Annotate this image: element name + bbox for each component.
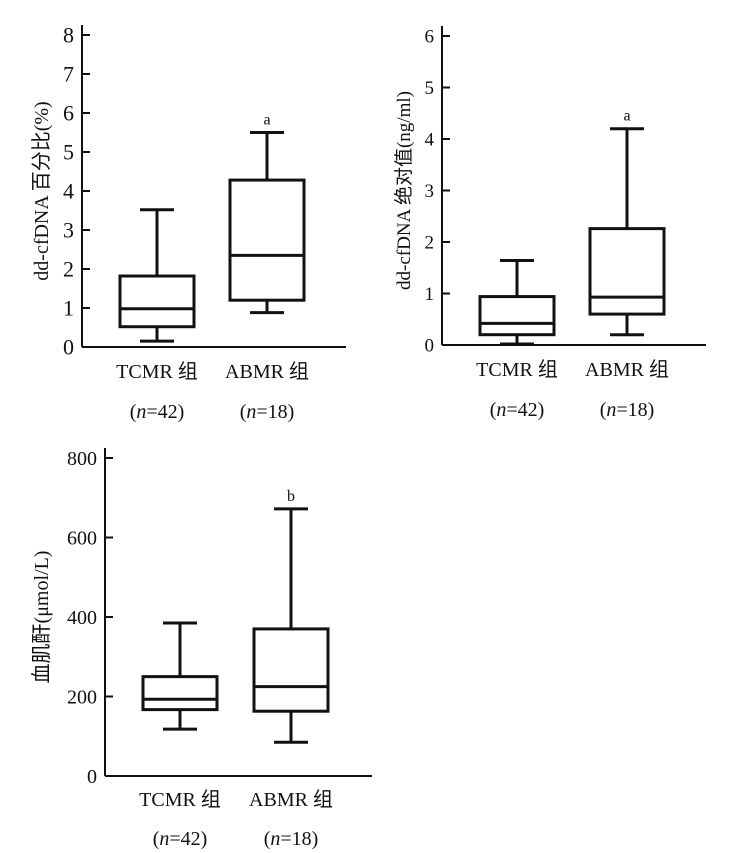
y-tick-label: 0	[87, 766, 97, 788]
y-tick-label: 0	[63, 335, 74, 360]
category-sublabel: (n=18)	[600, 399, 655, 421]
significance-annotation: b	[287, 488, 295, 505]
significance-annotation: a	[263, 112, 270, 129]
y-axis-label: 血肌酐(μmol/L)	[30, 551, 53, 684]
category-sublabel: (n=18)	[240, 401, 295, 423]
iqr-box	[118, 274, 196, 329]
y-tick-label: 400	[67, 607, 97, 629]
y-tick-label: 2	[63, 257, 74, 282]
y-tick-label: 6	[63, 101, 74, 126]
category-sublabel: (n=42)	[153, 828, 208, 850]
y-tick-label: 4	[425, 130, 435, 151]
y-tick-label: 800	[67, 448, 97, 470]
iqr-box	[588, 227, 666, 316]
y-tick-label: 0	[425, 336, 435, 357]
y-tick-label: 5	[425, 78, 435, 99]
significance-annotation: a	[623, 108, 630, 125]
category-label: ABMR 组	[585, 358, 669, 381]
category-sublabel: (n=18)	[264, 828, 319, 850]
iqr-box	[252, 627, 330, 713]
iqr-box	[478, 295, 556, 337]
y-tick-label: 600	[67, 528, 97, 550]
y-tick-label: 2	[425, 233, 435, 254]
y-tick-label: 200	[67, 687, 97, 709]
category-label: ABMR 组	[225, 360, 309, 383]
y-tick-label: 6	[425, 27, 435, 48]
iqr-box	[228, 178, 306, 302]
y-tick-label: 1	[425, 284, 435, 305]
y-tick-label: 3	[425, 181, 435, 202]
iqr-box	[141, 675, 219, 712]
y-axis-label: dd-cfDNA 百分比(%)	[30, 101, 53, 280]
y-tick-label: 8	[63, 23, 74, 48]
category-label: ABMR 组	[249, 788, 333, 811]
y-tick-label: 4	[63, 179, 74, 204]
y-axis-label: dd-cfDNA 绝对值(ng/ml)	[393, 91, 415, 290]
category-sublabel: (n=42)	[130, 401, 185, 423]
y-tick-label: 3	[63, 218, 74, 243]
category-label: TCMR 组	[476, 358, 558, 381]
category-label: TCMR 组	[139, 788, 221, 811]
y-tick-label: 1	[63, 296, 74, 321]
category-label: TCMR 组	[116, 360, 198, 383]
y-tick-label: 5	[63, 140, 74, 165]
category-sublabel: (n=42)	[490, 399, 545, 421]
y-tick-label: 7	[63, 62, 74, 87]
